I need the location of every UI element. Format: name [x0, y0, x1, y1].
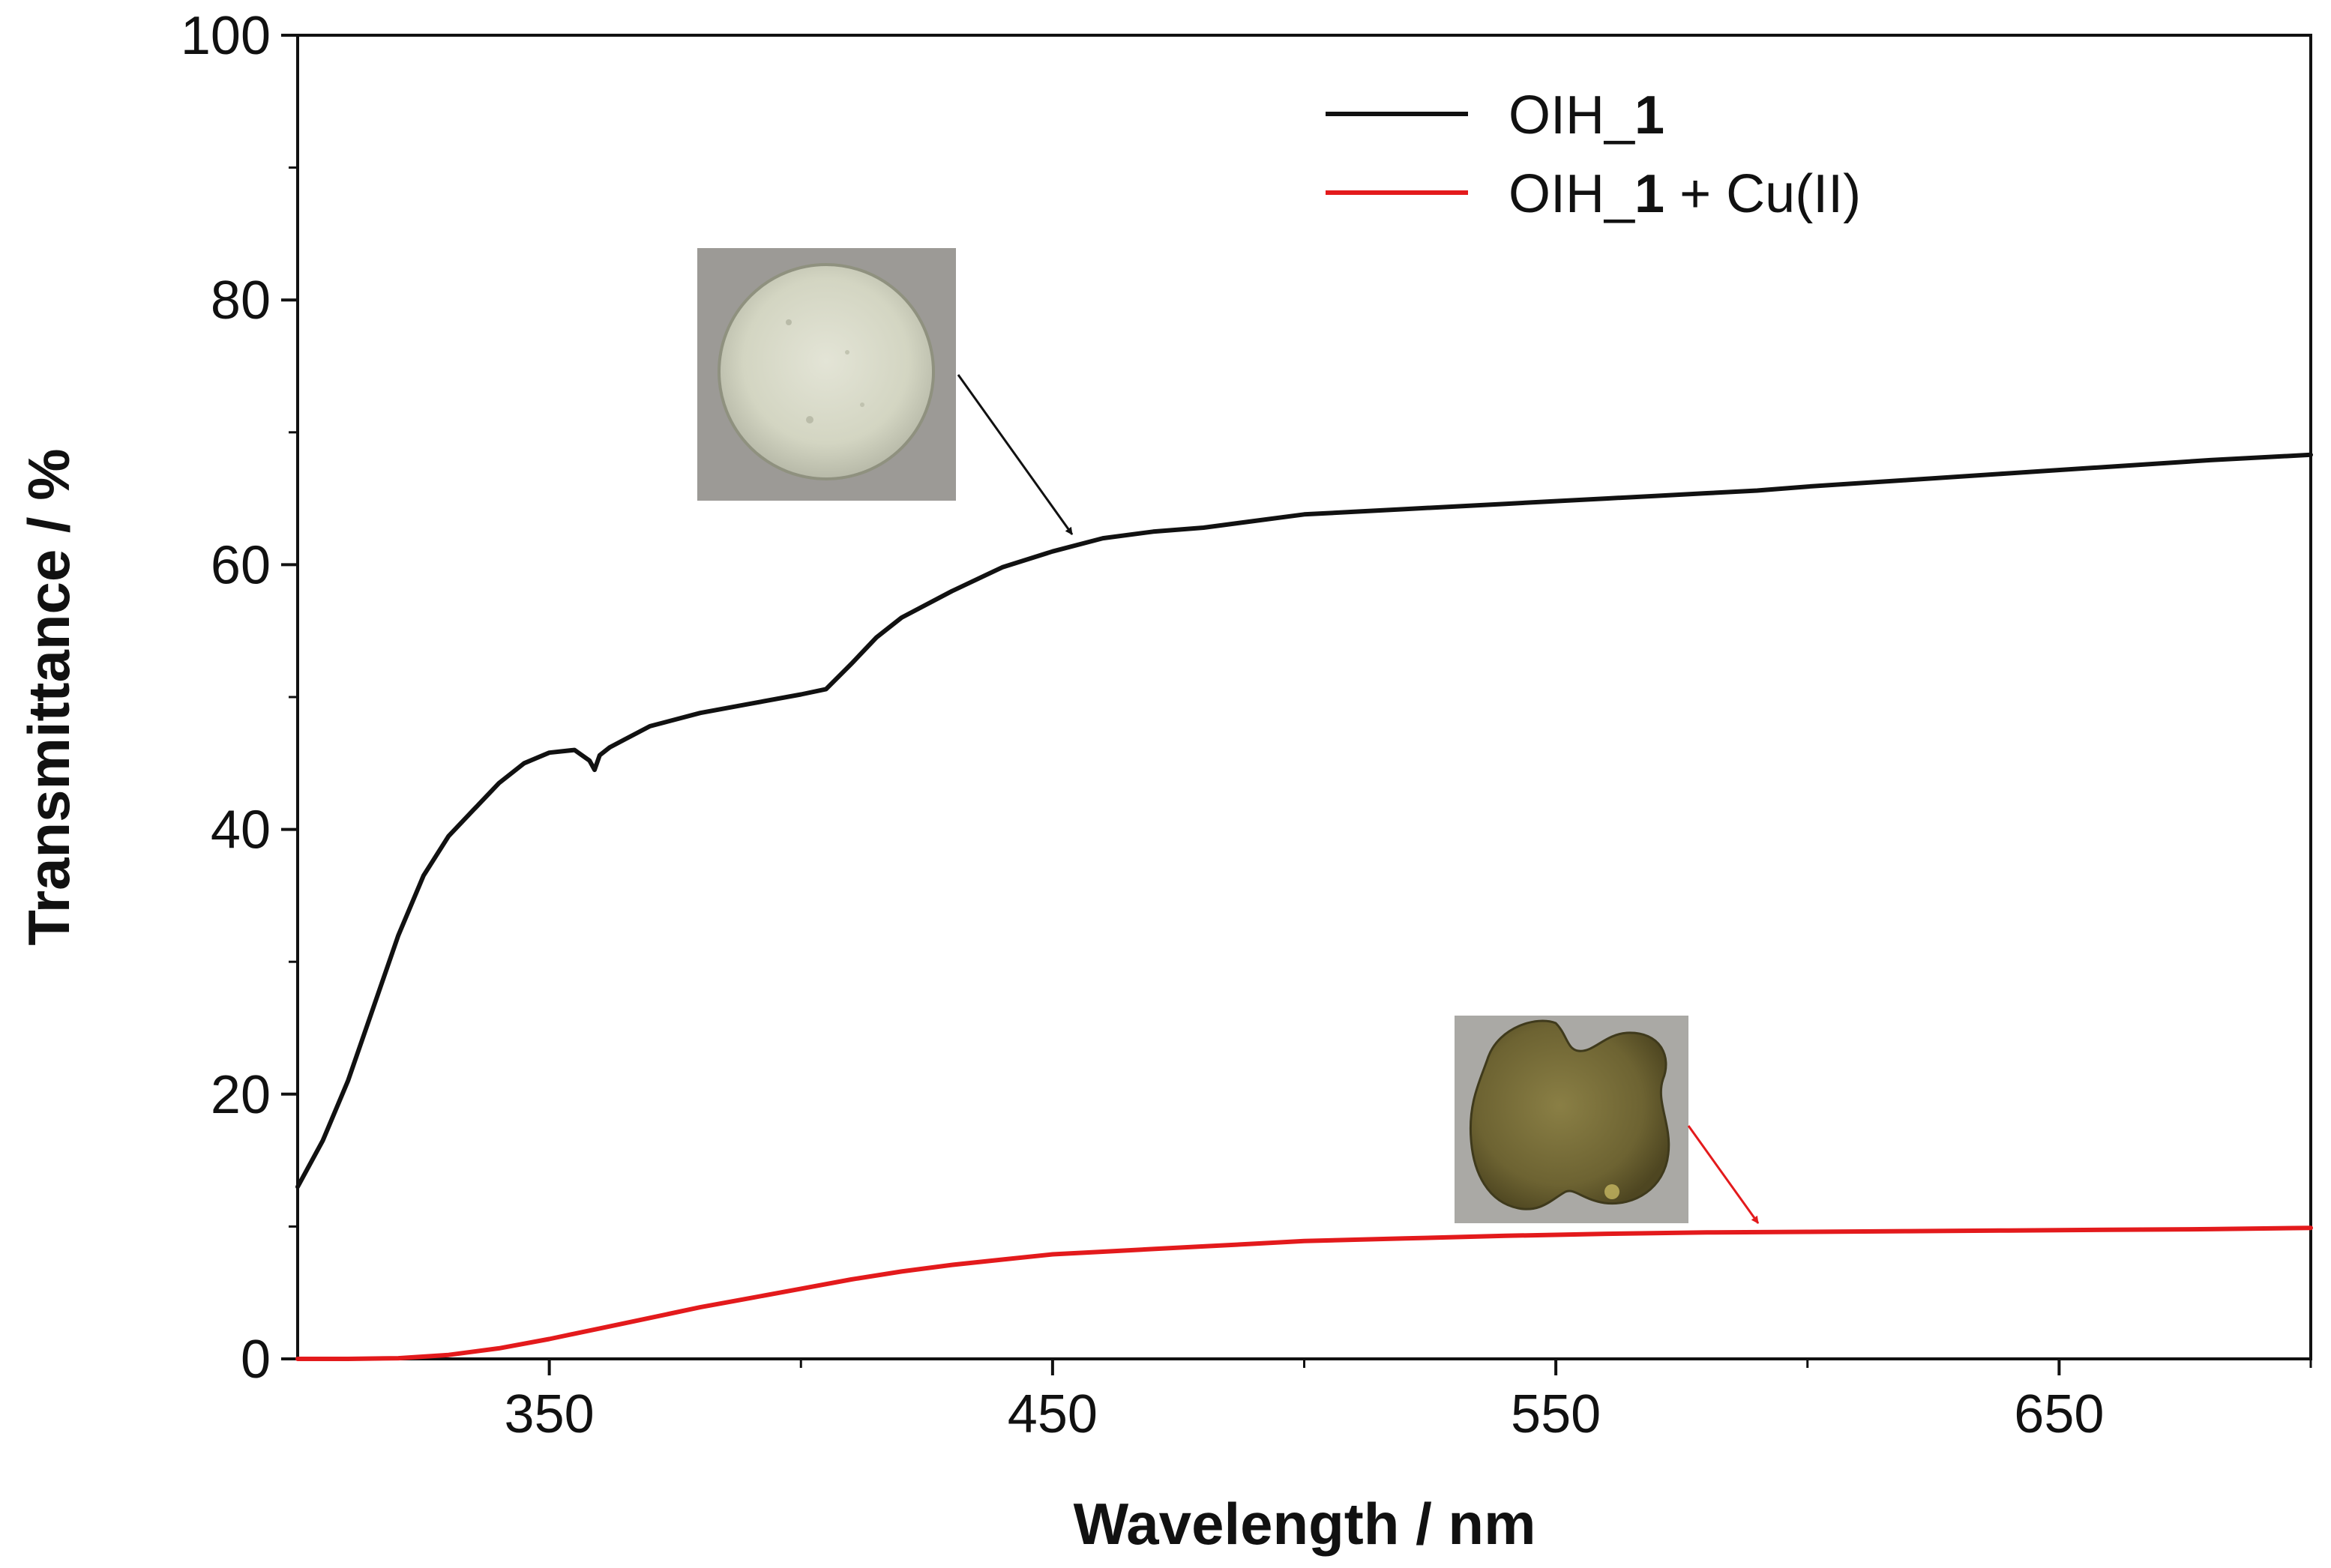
series-line-oih-1 [295, 452, 2313, 1189]
inset-arrow-oih-1 [957, 374, 1074, 535]
inset-photo-oih-1 [697, 248, 956, 501]
y-tick-label: 80 [211, 271, 271, 331]
x-tick-label: 550 [1511, 1384, 1601, 1444]
x-axis-title: Wavelength / nm [1074, 1491, 1536, 1557]
legend-label-oih-1: OIH_1 [1509, 85, 1664, 145]
inset-arrow-oih-1-cu [1687, 1125, 1760, 1224]
x-tick-label: 350 [505, 1384, 595, 1444]
legend: OIH_1 OIH_1 + Cu(II) [1326, 85, 1861, 224]
series-line-oih-1-cu [295, 1225, 2313, 1361]
y-tick-label: 60 [211, 535, 271, 595]
legend-label-oih-1-cu: OIH_1 + Cu(II) [1509, 164, 1861, 224]
x-tick-label: 450 [1008, 1384, 1098, 1444]
y-tick-label: 0 [241, 1330, 271, 1390]
x-axis-ticks: 350 450 550 650 [505, 1359, 2312, 1444]
y-tick-label: 40 [211, 800, 271, 860]
y-axis-ticks: 0 20 40 60 80 100 [181, 6, 298, 1390]
plot-frame [296, 34, 2312, 1360]
inset-photo-oih-1-cu [1455, 1016, 1688, 1223]
y-tick-label: 20 [211, 1065, 271, 1125]
y-tick-label: 100 [181, 6, 271, 66]
x-tick-label: 650 [2014, 1384, 2104, 1444]
y-axis-title: Transmittance / % [16, 448, 82, 945]
